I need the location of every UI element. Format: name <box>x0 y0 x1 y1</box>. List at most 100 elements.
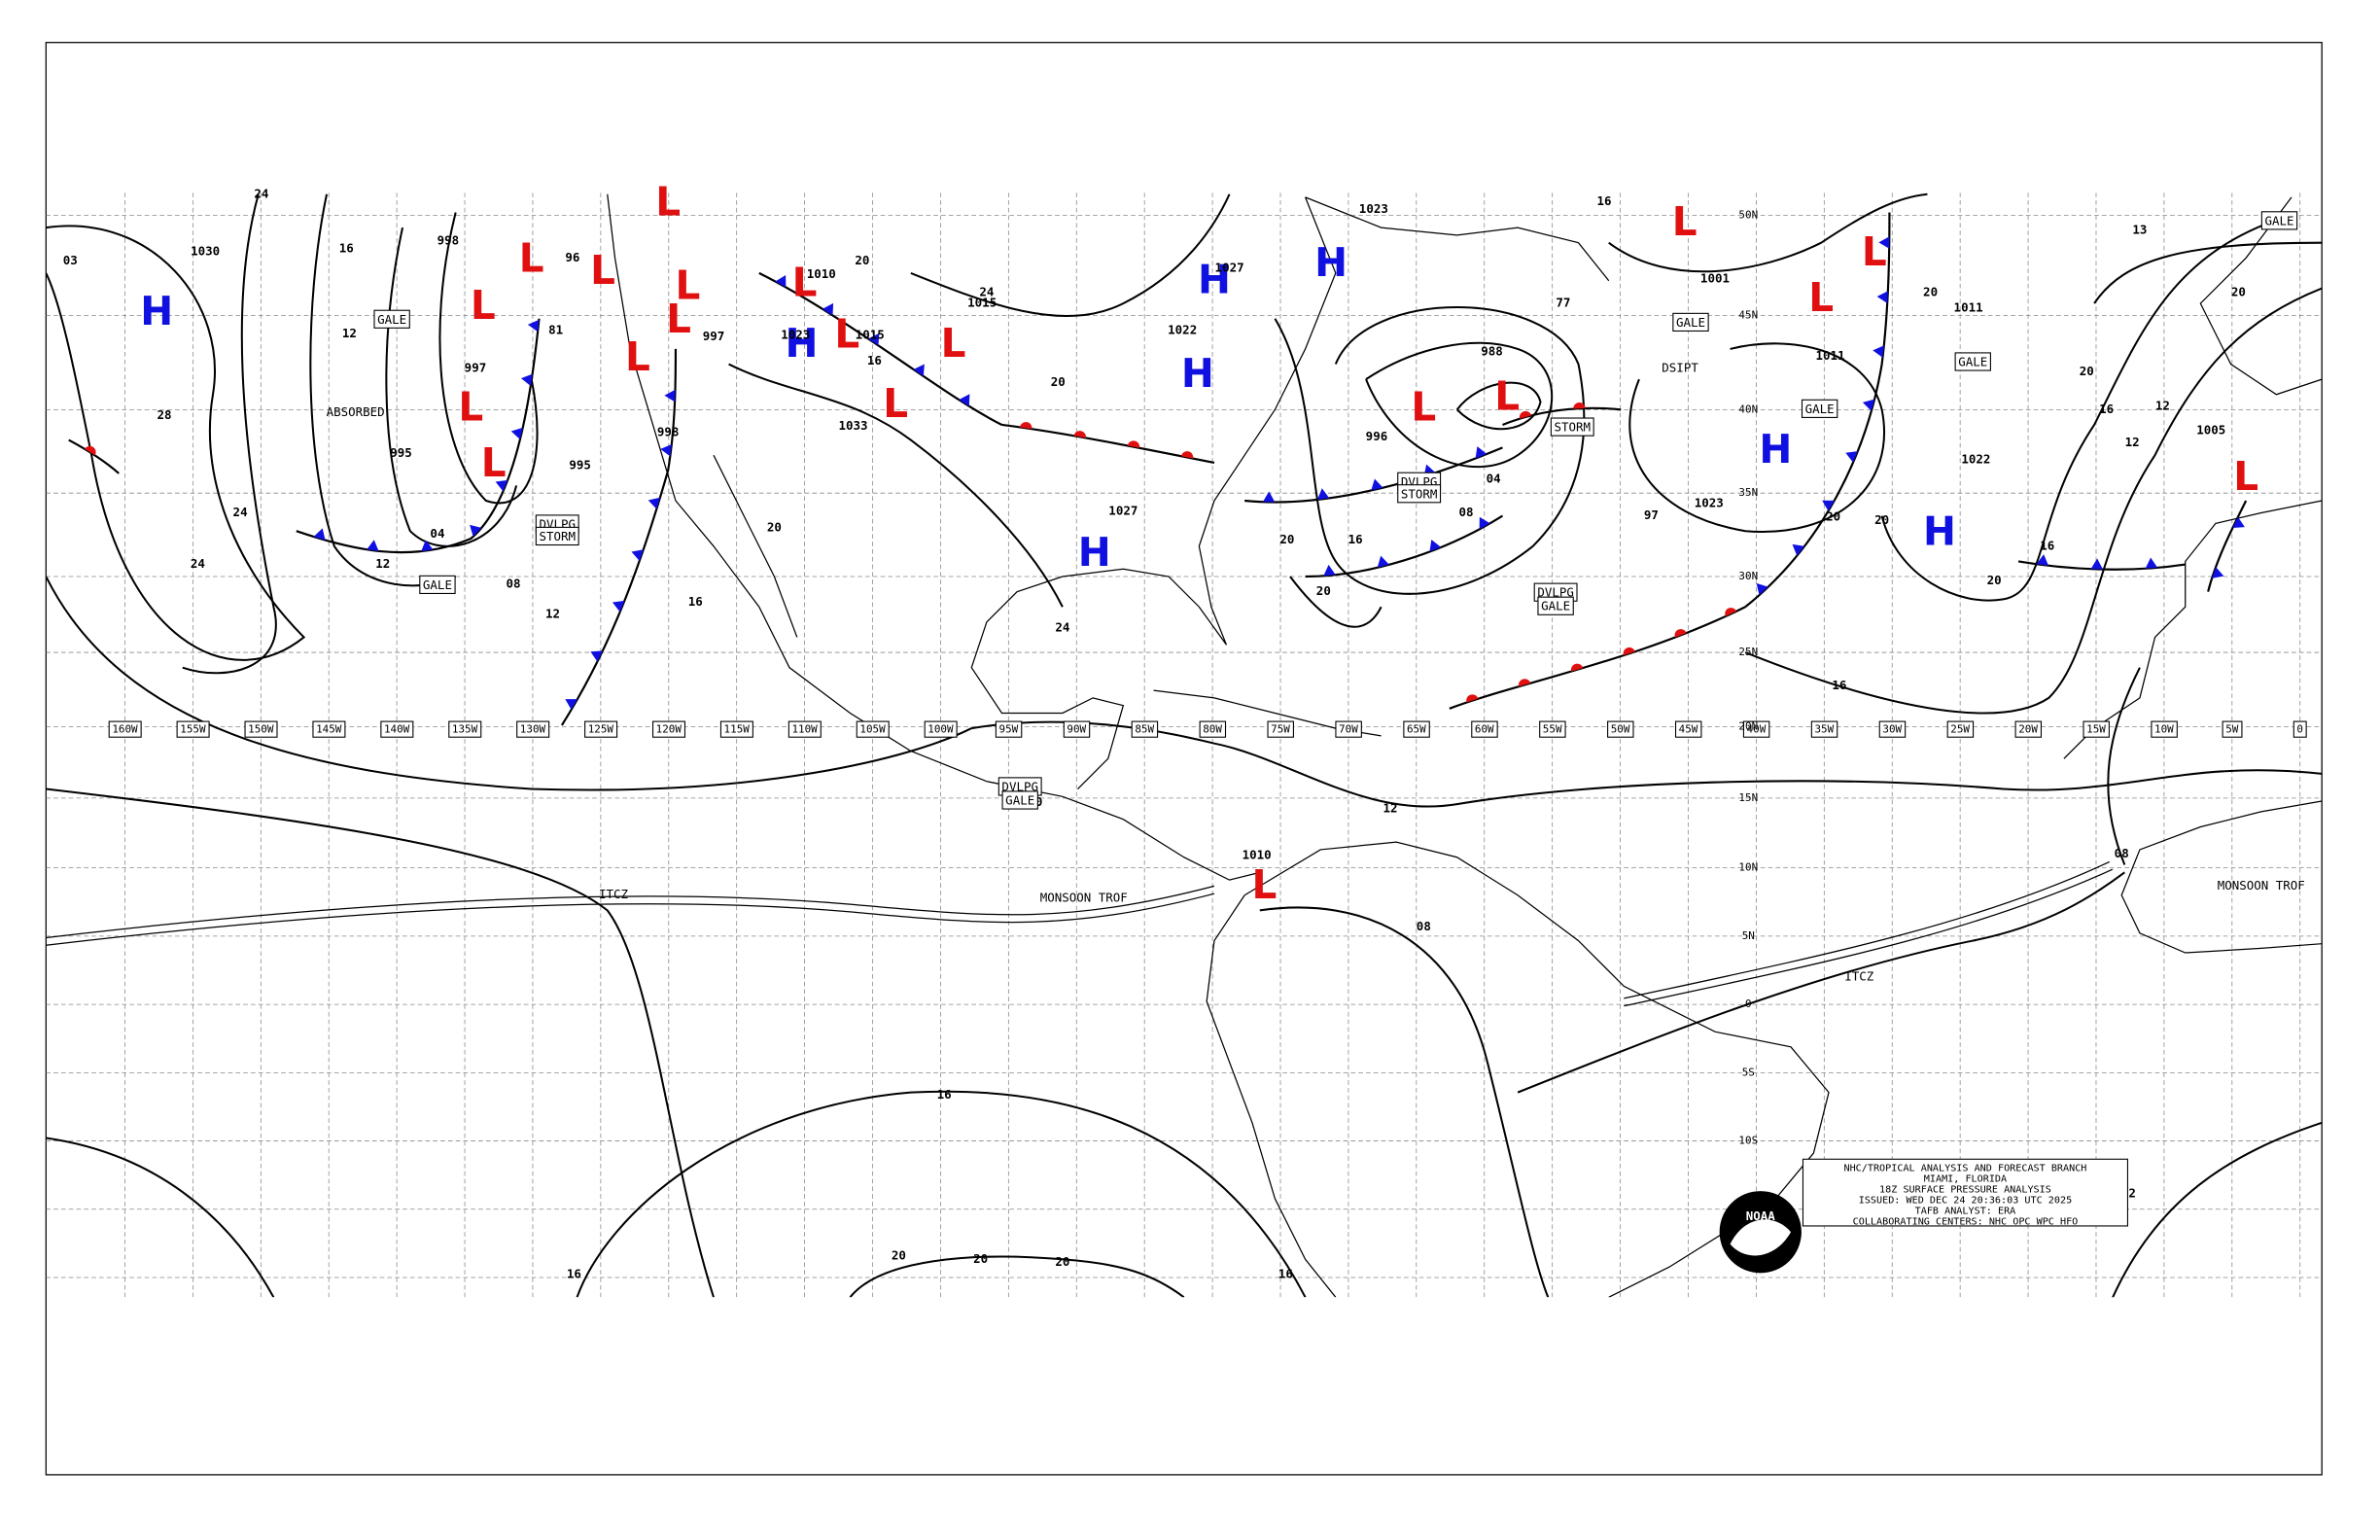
feature-label-box <box>1550 417 1594 437</box>
longitude-label: 20W <box>2018 723 2038 736</box>
isobar-label: 16 <box>1597 193 1612 208</box>
isobar-label: 20 <box>892 1248 906 1263</box>
cold-front <box>758 271 1002 426</box>
isobar-label: 1022 <box>1961 451 1990 466</box>
low-center: L <box>625 333 650 380</box>
longitude-label-box <box>516 720 550 738</box>
isobar-label: 16 <box>2040 538 2054 552</box>
latitude-label: 10N <box>1738 861 1758 874</box>
isobar-label: 1022 <box>1168 323 1197 337</box>
isobar-label: 20 <box>1316 583 1331 598</box>
isobar-label: 08 <box>506 576 520 590</box>
front-semicircle <box>1466 694 1479 703</box>
front-triangle <box>612 600 625 612</box>
front-triangle <box>1792 543 1804 556</box>
isobar-label: 1023 <box>1695 496 1724 510</box>
longitude-label-box <box>176 720 210 738</box>
isobar-label: 24 <box>191 556 205 571</box>
info-line: 18Z SURFACE PRESSURE ANALYSIS <box>1879 1185 2051 1196</box>
longitude-label-box <box>584 720 618 738</box>
isobar-label: 08 <box>1417 919 1431 933</box>
low-center: L <box>1494 372 1520 419</box>
front-triangle <box>1862 399 1875 411</box>
front-semicircle <box>1573 402 1586 409</box>
feature-label-box <box>535 526 579 546</box>
longitude-label-box <box>1810 720 1838 738</box>
isobar-label: 997 <box>703 329 725 343</box>
low-center: L <box>2233 453 2258 500</box>
latitude-label: 0 <box>1745 998 1752 1010</box>
longitude-label: 50W <box>1611 723 1630 736</box>
longitude-label: 125W <box>588 723 614 736</box>
isobar-label: 08 <box>1459 505 1474 519</box>
longitude-label: 160W <box>112 723 138 736</box>
longitude-label: 10W <box>2154 723 2174 736</box>
feature-label: MONSOON TROF <box>2218 878 2305 892</box>
feature-label: GALE <box>1005 792 1034 807</box>
high-center: H <box>786 320 819 367</box>
isobar-label: 20 <box>1923 285 1938 299</box>
front-triangle <box>527 319 540 332</box>
front-semicircle <box>1570 663 1584 672</box>
latitude-label: 35N <box>1738 486 1758 499</box>
isobar-label: 995 <box>390 445 412 460</box>
feature-label: ABSORBED <box>327 404 385 419</box>
longitude-label-box <box>1403 720 1430 738</box>
longitude-label: 45W <box>1679 723 1698 736</box>
isobar-label: 12 <box>545 607 560 621</box>
isobar-label: 24 <box>1055 620 1069 635</box>
isobar-label: 12 <box>2125 435 2140 449</box>
cold-front <box>2017 560 2186 571</box>
high-center: H <box>1198 256 1231 302</box>
longitude-label-box <box>2292 720 2307 738</box>
longitude-label-box <box>719 720 753 738</box>
isobar-label: 20 <box>2231 285 2246 299</box>
feature-label: GALE <box>377 312 406 327</box>
front-triangle <box>1429 539 1442 552</box>
isobar-label: 1005 <box>2196 423 2225 438</box>
longitude-label: 40W <box>1747 723 1767 736</box>
longitude-label-box <box>995 720 1023 738</box>
low-center: L <box>666 296 691 342</box>
labels: 160W 155W 150W 145W 140W 135W 130W 125W 120W 115W… <box>63 179 2307 1280</box>
low-center: L <box>458 383 483 430</box>
front-triangle <box>1262 491 1276 503</box>
front-triangle <box>648 497 660 509</box>
isobar-label: 1027 <box>1215 261 1244 275</box>
longitude-label: 145W <box>316 723 342 736</box>
isobar-label: 1030 <box>191 244 220 259</box>
isobar-label: 1023 <box>781 327 810 341</box>
front-semicircle <box>85 445 96 456</box>
longitude-label: 115W <box>724 723 751 736</box>
isobar-label: 77 <box>1556 296 1570 310</box>
isobar-label: 1015 <box>856 327 885 341</box>
low-center: L <box>519 234 544 281</box>
longitude-label-box <box>108 720 142 738</box>
low-center: L <box>792 259 818 305</box>
info-box <box>1802 1158 2128 1227</box>
longitude-label-box <box>1539 720 1566 738</box>
front-triangle <box>590 650 603 662</box>
feature-label: STORM <box>1554 420 1591 435</box>
cold-front <box>296 318 541 554</box>
longitude-label: 15W <box>2086 723 2106 736</box>
isobar-label: 20 <box>767 520 782 535</box>
longitude-label: 135W <box>452 723 478 736</box>
isobar-label: 97 <box>1644 508 1659 522</box>
isobar-label: 998 <box>657 424 680 438</box>
isobar-label: 16 <box>867 353 882 368</box>
logo-text: NOAA <box>1746 1208 1776 1223</box>
isobar-label: 04 <box>430 526 444 541</box>
front-semicircle <box>1674 629 1687 638</box>
feature-label: MONSOON TROF <box>1040 890 1128 904</box>
isobar-label: 1011 <box>1816 348 1845 363</box>
isobar-label: 996 <box>1366 429 1388 443</box>
warm-front <box>1502 406 1622 426</box>
isobar-label: 20 <box>855 253 869 267</box>
isobar-label: 995 <box>569 458 591 472</box>
front-triangle <box>1323 564 1336 577</box>
front-triangle <box>959 394 970 406</box>
low-center: L <box>1862 228 1887 275</box>
low-center: L <box>1411 383 1436 430</box>
isobar-label: 08 <box>2115 846 2129 860</box>
